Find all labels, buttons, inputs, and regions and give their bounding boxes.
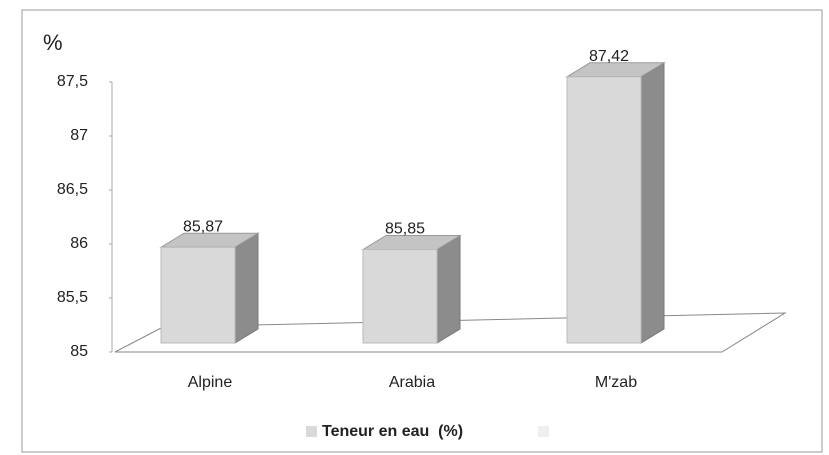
bar-side	[436, 234, 461, 344]
x-tick-label: Arabia	[389, 374, 435, 391]
y-tick-label: 87	[70, 127, 88, 144]
data-label: 87,42	[589, 48, 629, 65]
y-tick-label: 85	[70, 343, 88, 360]
y-axis-label: %	[43, 30, 63, 55]
y-tick-label: 86	[70, 235, 88, 252]
y-tick-label: 87,5	[57, 73, 88, 90]
data-label: 85,87	[183, 219, 223, 236]
x-tick-label: Alpine	[188, 374, 233, 391]
y-tick-label: 85,5	[57, 289, 88, 306]
x-tick-label: M'zab	[595, 374, 637, 391]
bar	[566, 76, 642, 344]
bar	[362, 249, 438, 344]
bar-side	[234, 232, 259, 344]
legend-label: Teneur en eau (%)	[322, 423, 463, 440]
data-label: 85,85	[385, 221, 425, 238]
legend-swatch	[306, 426, 317, 437]
y-tick-label: 86,5	[57, 181, 88, 198]
bar-side	[640, 61, 665, 344]
bar	[160, 246, 236, 344]
chart-frame	[21, 9, 823, 453]
legend-swatch-empty	[538, 426, 549, 437]
